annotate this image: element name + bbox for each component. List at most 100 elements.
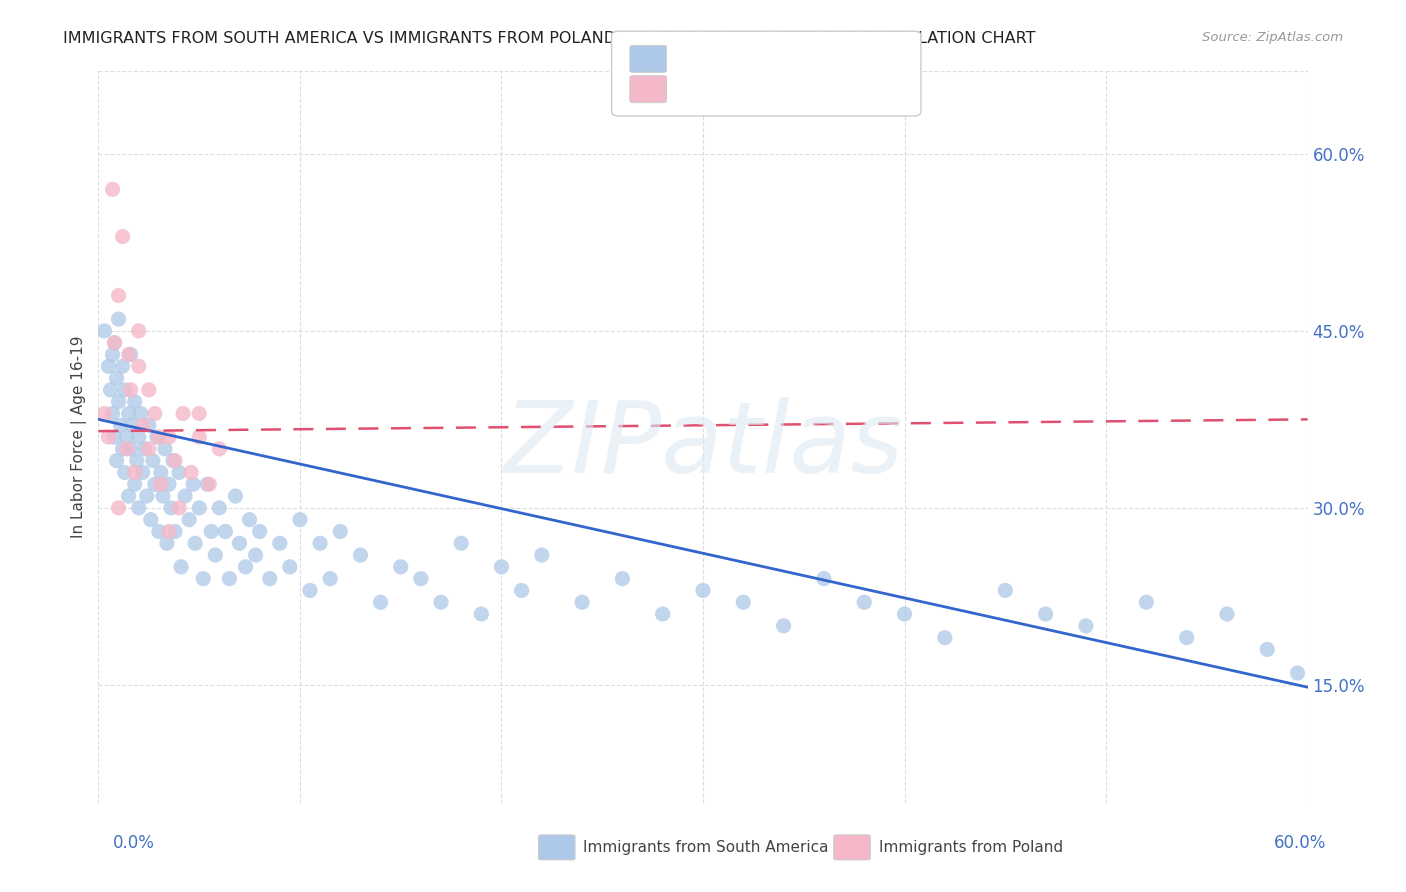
- Point: [193, 572, 215, 586]
- Point: [93, 407, 115, 421]
- Text: 101: 101: [813, 50, 845, 68]
- Point: [105, 371, 128, 385]
- Point: [450, 536, 472, 550]
- Point: [107, 312, 129, 326]
- Point: [651, 607, 673, 621]
- Point: [143, 477, 166, 491]
- Point: [101, 182, 124, 196]
- Point: [110, 418, 132, 433]
- Point: [218, 572, 240, 586]
- Point: [612, 572, 634, 586]
- Point: [152, 489, 174, 503]
- Text: R =: R =: [672, 80, 709, 98]
- Point: [1035, 607, 1057, 621]
- Point: [200, 524, 222, 539]
- Point: [188, 500, 211, 515]
- Text: IMMIGRANTS FROM SOUTH AMERICA VS IMMIGRANTS FROM POLAND IN LABOR FORCE | AGE 16-: IMMIGRANTS FROM SOUTH AMERICA VS IMMIGRA…: [63, 31, 1036, 47]
- Point: [249, 524, 271, 539]
- Text: N =: N =: [780, 80, 817, 98]
- Point: [224, 489, 246, 503]
- Point: [105, 453, 128, 467]
- Point: [115, 430, 138, 444]
- Point: [118, 347, 141, 361]
- Point: [510, 583, 533, 598]
- Point: [111, 442, 134, 456]
- Point: [319, 572, 342, 586]
- Point: [149, 477, 172, 491]
- Point: [853, 595, 876, 609]
- Point: [134, 442, 156, 456]
- Point: [188, 407, 211, 421]
- Point: [172, 407, 194, 421]
- Text: Immigrants from South America: Immigrants from South America: [583, 840, 830, 855]
- Point: [138, 383, 160, 397]
- Point: [239, 513, 262, 527]
- Point: [208, 442, 231, 456]
- Text: -0.538: -0.538: [703, 50, 756, 68]
- Point: [143, 407, 166, 421]
- Point: [180, 466, 202, 480]
- Point: [1256, 642, 1278, 657]
- Point: [138, 442, 160, 456]
- Point: [174, 489, 197, 503]
- Point: [120, 347, 142, 361]
- Point: [208, 500, 231, 515]
- Point: [1175, 631, 1198, 645]
- Point: [107, 500, 129, 515]
- Point: [1074, 619, 1097, 633]
- Text: 60.0%: 60.0%: [1274, 834, 1327, 852]
- Point: [114, 383, 136, 397]
- Point: [128, 359, 150, 374]
- Point: [156, 536, 179, 550]
- Point: [162, 453, 184, 467]
- Point: [100, 383, 122, 397]
- Point: [111, 359, 134, 374]
- Point: [994, 583, 1017, 598]
- Point: [934, 631, 956, 645]
- Point: [179, 513, 201, 527]
- Point: [101, 407, 124, 421]
- Point: [813, 572, 835, 586]
- Point: [692, 583, 714, 598]
- Point: [103, 335, 125, 350]
- Point: [430, 595, 453, 609]
- Point: [309, 536, 332, 550]
- Point: [97, 359, 120, 374]
- Point: [772, 619, 794, 633]
- Point: [146, 430, 169, 444]
- Point: [107, 394, 129, 409]
- Text: N =: N =: [780, 50, 817, 68]
- Point: [129, 407, 152, 421]
- Point: [120, 442, 142, 456]
- Point: [245, 548, 267, 562]
- Point: [299, 583, 322, 598]
- Point: [121, 418, 143, 433]
- Point: [132, 418, 155, 433]
- Point: [93, 324, 115, 338]
- Point: [120, 383, 142, 397]
- Point: [198, 477, 221, 491]
- Y-axis label: In Labor Force | Age 16-19: In Labor Force | Age 16-19: [72, 335, 87, 539]
- Text: Source: ZipAtlas.com: Source: ZipAtlas.com: [1202, 31, 1343, 45]
- Point: [142, 453, 165, 467]
- Point: [148, 524, 170, 539]
- Point: [111, 229, 134, 244]
- Point: [148, 430, 170, 444]
- Point: [370, 595, 392, 609]
- Point: [103, 430, 125, 444]
- Point: [135, 489, 157, 503]
- Point: [389, 559, 412, 574]
- Text: R =: R =: [672, 50, 709, 68]
- Point: [733, 595, 755, 609]
- Point: [128, 430, 150, 444]
- Point: [128, 324, 150, 338]
- Point: [138, 418, 160, 433]
- Point: [170, 559, 193, 574]
- Point: [530, 548, 553, 562]
- Point: [103, 335, 125, 350]
- Point: [269, 536, 291, 550]
- Point: [149, 466, 172, 480]
- Point: [235, 559, 257, 574]
- Text: ZIPatlas: ZIPatlas: [503, 398, 903, 494]
- Point: [188, 430, 211, 444]
